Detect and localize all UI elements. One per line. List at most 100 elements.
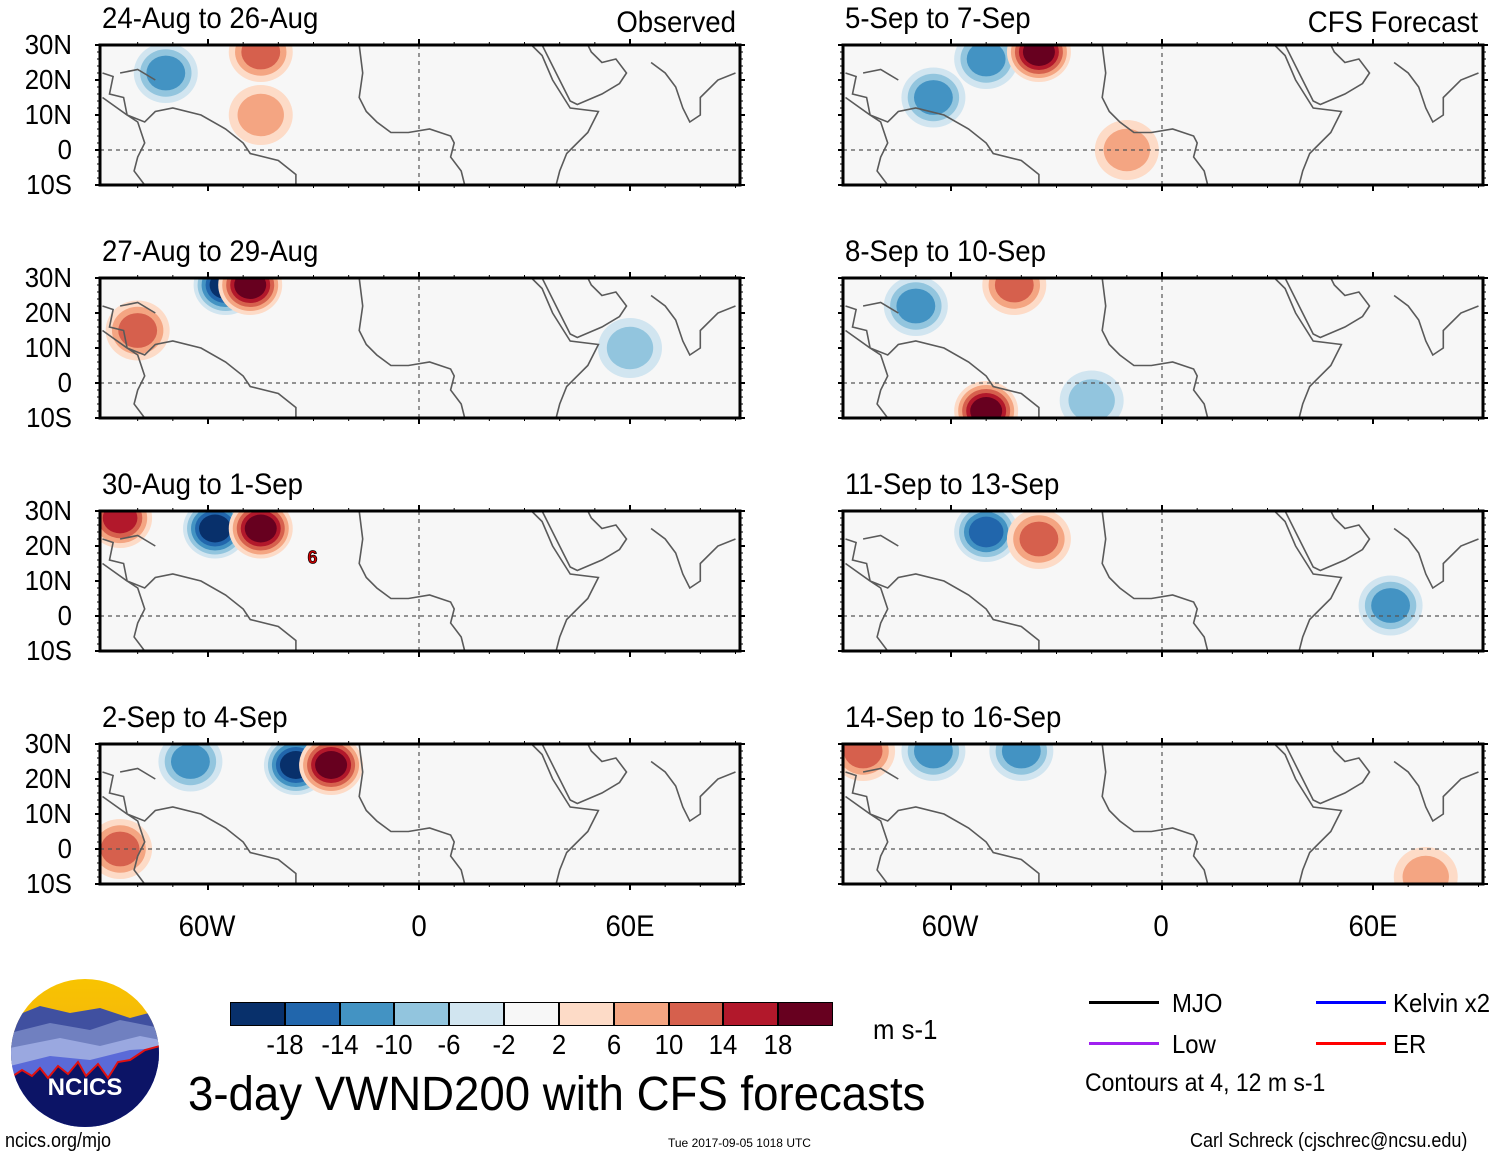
lat-label: 0 xyxy=(57,367,72,398)
anomaly-contour xyxy=(237,93,284,137)
lat-label: 30N xyxy=(24,728,73,759)
map-panel xyxy=(95,272,745,424)
lon-label-right-0: 0 xyxy=(1153,910,1169,943)
lat-label: 10N xyxy=(24,99,73,130)
colorbar xyxy=(230,1002,833,1026)
anomaly-contour xyxy=(1371,588,1411,623)
panel-title: 14-Sep to 16-Sep xyxy=(845,701,1062,734)
anomaly-contour xyxy=(244,514,277,543)
lat-label: 10N xyxy=(24,798,73,829)
anomaly-contour xyxy=(1022,45,1055,66)
colorbar-tick-label: -14 xyxy=(321,1029,359,1060)
lat-label: 10S xyxy=(26,402,72,433)
anomaly-contour xyxy=(1402,855,1449,884)
map-panel xyxy=(838,738,1488,890)
lat-label: 20N xyxy=(24,297,73,328)
anomaly-contour xyxy=(913,80,953,115)
anomaly-contour xyxy=(241,45,281,70)
credit: Carl Schreck (cjschrec@ncsu.edu) xyxy=(1190,1130,1468,1152)
lat-label: 10S xyxy=(26,868,72,899)
lat-label: 10S xyxy=(26,635,72,666)
lon-label-left-60w: 60W xyxy=(178,910,236,943)
colorbar-tick-label: 6 xyxy=(606,1029,621,1060)
legend-label-kelvin: Kelvin x2 xyxy=(1393,988,1491,1018)
legend-line-mjo xyxy=(1089,1001,1159,1004)
anomaly-contour xyxy=(970,397,1003,418)
tropical-cyclone-icon: 6 xyxy=(308,548,318,568)
anomaly-contour xyxy=(1019,521,1059,557)
lon-label-right-60w: 60W xyxy=(921,910,979,943)
legend-line-low xyxy=(1089,1042,1159,1045)
legend-note: Contours at 4, 12 m s-1 xyxy=(1085,1069,1326,1097)
anomaly-contour xyxy=(843,744,883,769)
lat-label: 30N xyxy=(24,262,73,293)
map-panel xyxy=(95,39,745,191)
anomaly-contour xyxy=(966,45,1006,77)
colorbar-tick-label: 2 xyxy=(551,1029,567,1060)
timestamp: Tue 2017-09-05 1018 UTC xyxy=(668,1136,811,1150)
observed-label: Observed xyxy=(616,6,736,39)
coastline xyxy=(102,45,736,185)
site-link[interactable]: ncics.org/mjo xyxy=(5,1130,112,1152)
anomaly-contour xyxy=(170,744,210,779)
anomaly-contour xyxy=(199,514,232,543)
coastline xyxy=(102,744,736,884)
lon-label-right-60e: 60E xyxy=(1348,910,1398,943)
legend-label-low: Low xyxy=(1172,1029,1216,1059)
colorbar-swatch xyxy=(723,1002,779,1026)
colorbar-tick-label: -18 xyxy=(266,1029,304,1060)
panel-title: 11-Sep to 13-Sep xyxy=(845,468,1060,501)
coastline xyxy=(845,511,1479,651)
colorbar-tick-label: -2 xyxy=(492,1029,516,1060)
map-panel xyxy=(95,738,745,890)
colorbar-tick-label: 18 xyxy=(763,1029,793,1060)
map-background xyxy=(843,278,1483,418)
forecast-label: CFS Forecast xyxy=(1307,6,1478,39)
map-panel xyxy=(838,272,1488,424)
lat-label: 20N xyxy=(24,530,73,561)
lat-label: 0 xyxy=(57,600,72,631)
map-panel: 6 xyxy=(95,505,745,657)
map-panel xyxy=(838,505,1488,657)
coastline xyxy=(845,278,1479,418)
panel-title: 2-Sep to 4-Sep xyxy=(102,701,288,734)
anomaly-contour xyxy=(994,278,1034,303)
lat-label: 0 xyxy=(57,134,72,165)
anomaly-contour xyxy=(146,55,186,91)
legend-label-er: ER xyxy=(1393,1029,1427,1059)
panel-title: 24-Aug to 26-Aug xyxy=(102,2,319,35)
main-title: 3-day VWND200 with CFS forecasts xyxy=(188,1068,926,1121)
colorbar-tick-label: 10 xyxy=(654,1029,683,1060)
anomaly-contour xyxy=(968,516,1004,548)
panel-title: 8-Sep to 10-Sep xyxy=(845,235,1047,268)
coastline xyxy=(102,511,736,651)
anomaly-contour xyxy=(315,751,348,779)
lat-label: 30N xyxy=(24,29,73,60)
lat-label: 20N xyxy=(24,763,73,794)
lat-label: 30N xyxy=(24,495,73,526)
colorbar-swatch xyxy=(778,1002,833,1026)
anomaly-contour xyxy=(896,288,936,324)
anomaly-contour xyxy=(118,313,158,348)
colorbar-swatch xyxy=(394,1002,450,1026)
anomaly-contour xyxy=(234,278,267,299)
anomaly-contour xyxy=(913,744,953,769)
colorbar-tick-label: -10 xyxy=(375,1029,414,1060)
logo-text: NCICS xyxy=(48,1074,123,1101)
lat-label: 0 xyxy=(57,833,72,864)
anomaly-contour xyxy=(1001,744,1041,769)
colorbar-swatch xyxy=(668,1002,724,1026)
legend-line-er xyxy=(1316,1042,1386,1045)
colorbar-swatch xyxy=(613,1002,669,1026)
colorbar-swatch xyxy=(449,1002,505,1026)
anomaly-contour xyxy=(102,511,138,534)
panel-title: 30-Aug to 1-Sep xyxy=(102,468,304,501)
ncics-logo: NCICS xyxy=(10,978,160,1128)
colorbar-tick-label: 14 xyxy=(709,1029,738,1060)
lat-label: 20N xyxy=(24,64,73,95)
lat-label: 10N xyxy=(24,565,73,596)
anomaly-contour xyxy=(1068,379,1115,418)
lat-label: 10N xyxy=(24,332,73,363)
anomaly-contour xyxy=(606,326,654,370)
colorbar-swatch xyxy=(339,1002,395,1026)
